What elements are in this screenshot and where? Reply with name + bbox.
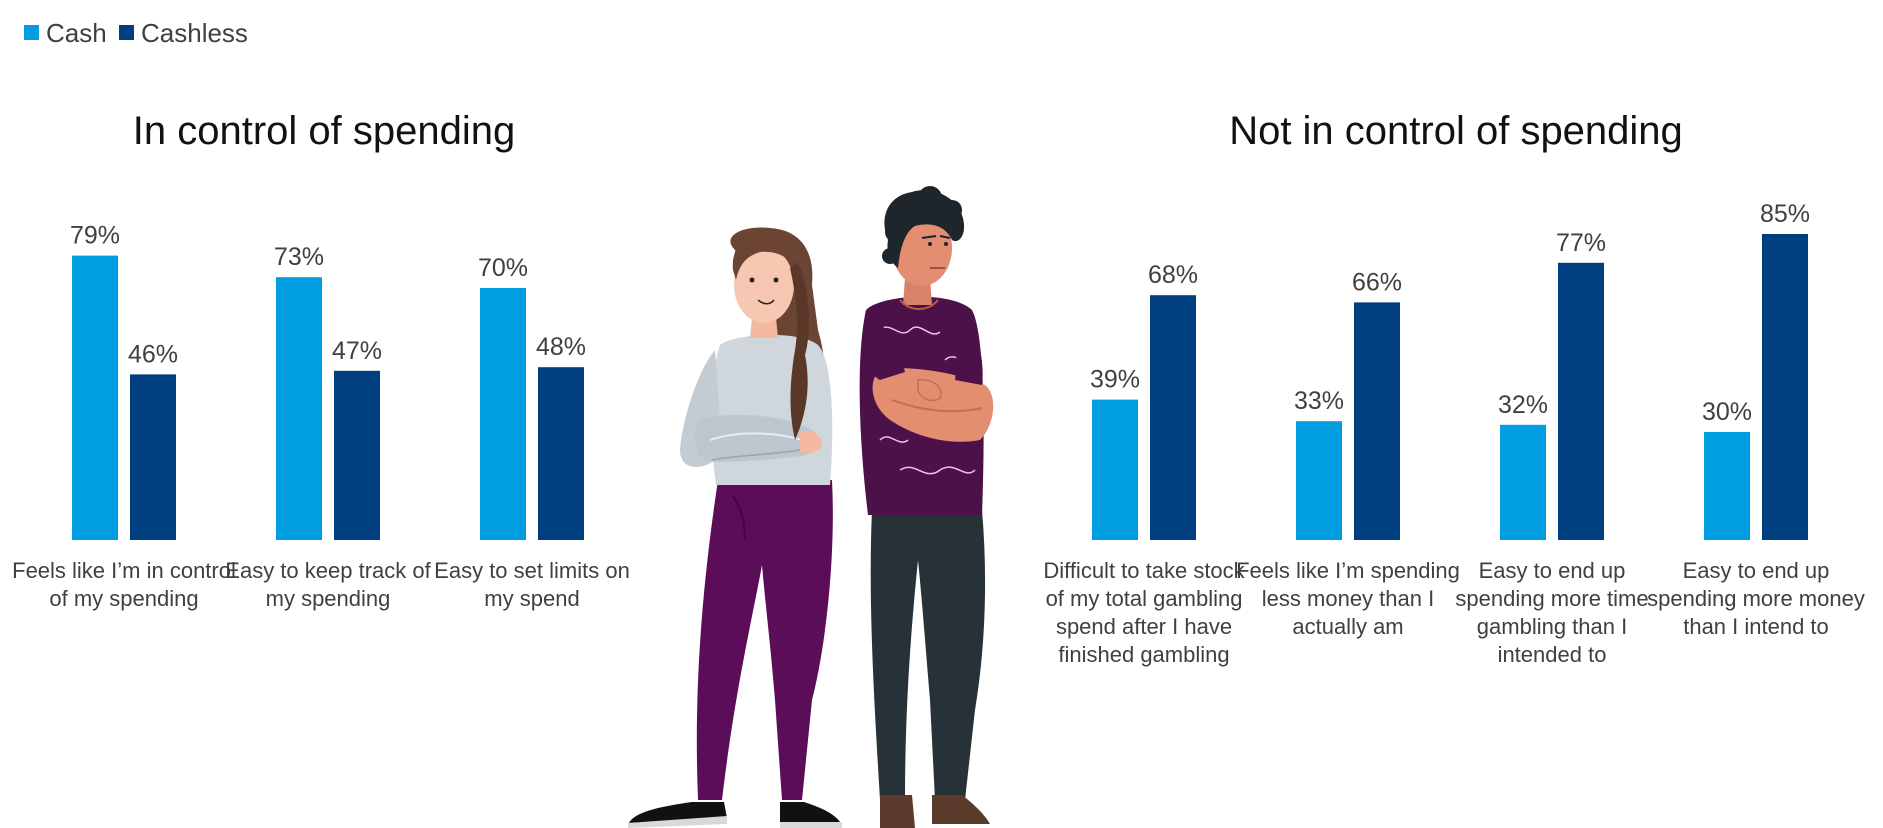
data-label: 30% [1702,398,1752,426]
category-label: intended to [1498,642,1607,667]
man-figure [859,186,994,828]
bar-cash [1296,421,1342,540]
category-label: my spending [266,586,391,611]
bar-cashless [538,367,584,540]
category-label: Feels like I’m in control [12,558,236,583]
category-label: less money than I [1262,586,1434,611]
legend: Cash Cashless [24,18,248,48]
bar-cash [480,288,526,540]
data-label: 33% [1294,387,1344,415]
data-label: 77% [1556,229,1606,257]
category-label: my spend [484,586,579,611]
category-label: Feels like I’m spending [1236,558,1460,583]
bar-cash [1092,399,1138,540]
data-label: 39% [1090,366,1140,394]
category-label: Easy to end up [1479,558,1626,583]
chart-title-in-control: In control of spending [133,109,515,153]
bar-cashless [130,374,176,540]
data-label: 68% [1148,261,1198,289]
bar-cashless [1558,262,1604,540]
data-label: 47% [332,337,382,365]
category-label: finished gambling [1058,642,1229,667]
data-label: 46% [128,340,178,368]
category-label: than I intend to [1683,614,1829,639]
data-label: 70% [478,254,528,282]
legend-label-cash: Cash [46,18,107,48]
bar-cashless [1150,295,1196,540]
category-label: gambling than I [1477,614,1627,639]
bar-cash [276,277,322,540]
bar-cashless [1354,302,1400,540]
data-label: 85% [1760,200,1810,228]
illustration-people [628,186,994,828]
bar-cash [1500,424,1546,540]
category-label: of my total gambling [1046,586,1243,611]
bar-cash [72,255,118,540]
bar-cashless [334,370,380,540]
category-label: Easy to keep track of [225,558,431,583]
data-label: 48% [536,333,586,361]
bar-cash [1704,432,1750,540]
data-label: 79% [70,222,120,250]
category-label: spending more time [1455,586,1648,611]
bar-cashless [1762,234,1808,540]
data-label: 66% [1352,268,1402,296]
category-label: of my spending [49,586,198,611]
category-label: Difficult to take stock [1043,558,1245,583]
category-label: Easy to end up [1683,558,1830,583]
category-label: actually am [1292,614,1403,639]
chart-title-not-in-control: Not in control of spending [1229,109,1683,153]
data-label: 73% [274,243,324,271]
chart-marks: 79% 46% Feels like I’m in control of my spe… [12,200,1865,667]
category-label: spending more money [1647,586,1865,611]
legend-swatch-cash [24,25,39,40]
legend-swatch-cashless [119,25,134,40]
data-label: 32% [1498,391,1548,419]
category-label: Easy to set limits on [434,558,630,583]
category-label: spend after I have [1056,614,1232,639]
legend-label-cashless: Cashless [141,18,248,48]
woman-figure [628,227,842,828]
